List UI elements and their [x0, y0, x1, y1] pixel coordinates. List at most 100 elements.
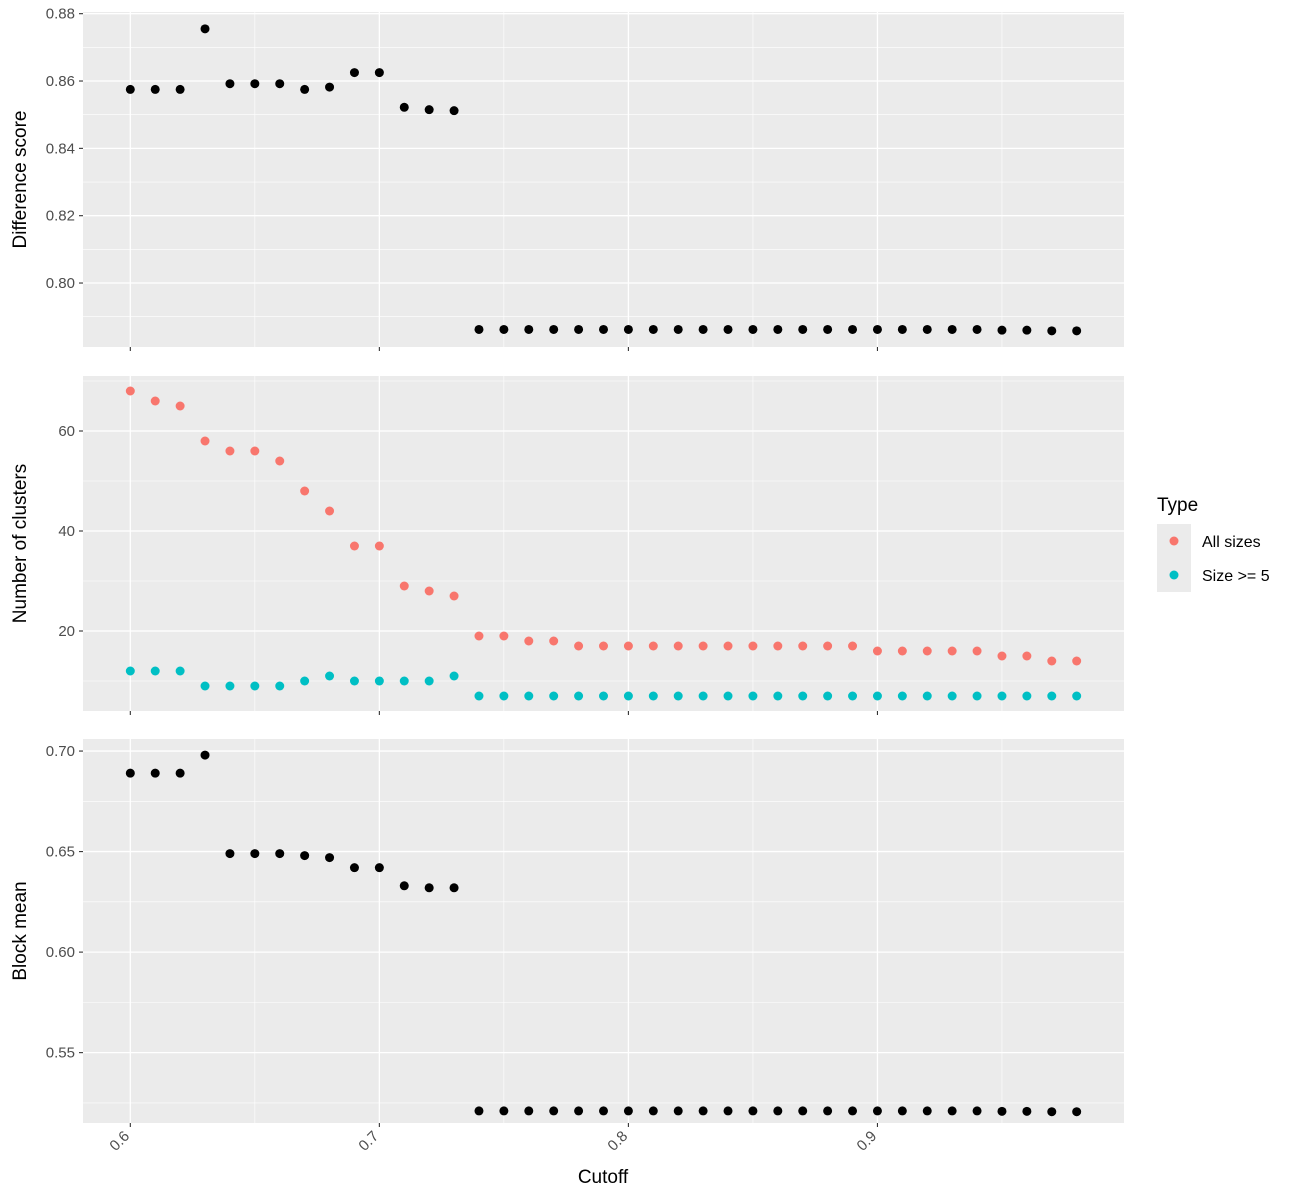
- data-point: [524, 324, 534, 334]
- data-point: [623, 691, 633, 701]
- series-size-5: [125, 666, 1082, 701]
- data-point: [325, 82, 335, 92]
- data-point: [823, 691, 833, 701]
- data-point: [773, 1106, 783, 1116]
- legend-label-all-sizes: All sizes: [1202, 534, 1261, 551]
- data-point: [424, 676, 434, 686]
- data-point: [399, 581, 409, 591]
- data-point: [300, 486, 310, 496]
- panel-background: [83, 376, 1124, 711]
- data-point: [897, 646, 907, 656]
- data-point: [225, 849, 235, 859]
- data-point: [150, 84, 160, 94]
- data-point: [399, 102, 409, 112]
- data-point: [897, 324, 907, 334]
- data-point: [200, 436, 210, 446]
- data-point: [972, 646, 982, 656]
- data-point: [599, 691, 608, 701]
- y-axis-title: Number of clusters: [10, 464, 31, 623]
- data-point: [549, 1106, 559, 1116]
- data-point: [275, 456, 285, 466]
- data-point: [997, 691, 1007, 701]
- data-point: [325, 671, 335, 681]
- data-point: [549, 324, 559, 334]
- y-tick-label: 20: [58, 623, 75, 640]
- data-point: [897, 691, 907, 701]
- data-point: [300, 84, 310, 94]
- data-point: [1022, 651, 1032, 661]
- data-point: [798, 1106, 808, 1116]
- data-point: [524, 636, 534, 646]
- data-point: [300, 851, 310, 861]
- data-point: [474, 1106, 484, 1116]
- data-point: [922, 646, 932, 656]
- panel-difference-score: 0.80 0.82 0.84 0.86 0.88 Difference score: [10, 6, 1124, 351]
- data-point: [997, 325, 1007, 335]
- data-point: [374, 676, 384, 686]
- y-tick-label: 0.65: [46, 844, 75, 861]
- y-tick-label: 0.84: [46, 140, 75, 157]
- data-point: [848, 641, 858, 651]
- data-point: [673, 641, 683, 651]
- data-point: [349, 676, 359, 686]
- chart-panels: 0.80 0.82 0.84 0.86 0.88 Difference score 20 40…: [10, 6, 1124, 1155]
- data-point: [449, 591, 459, 601]
- series-all-sizes: [125, 386, 1082, 666]
- data-point: [125, 666, 135, 676]
- data-point: [823, 324, 833, 334]
- data-point: [1072, 656, 1082, 666]
- data-point: [648, 691, 658, 701]
- data-point: [574, 641, 584, 651]
- data-point: [499, 631, 509, 641]
- data-point: [474, 631, 484, 641]
- data-point: [773, 324, 783, 334]
- data-point: [599, 324, 608, 334]
- data-point: [1022, 691, 1032, 701]
- legend-key-all-sizes: [1169, 536, 1179, 546]
- data-point: [748, 691, 758, 701]
- data-point: [698, 324, 708, 334]
- data-point: [225, 446, 235, 456]
- data-point: [823, 1106, 833, 1116]
- data-point: [250, 849, 260, 859]
- data-point: [872, 1106, 882, 1116]
- data-point: [599, 1106, 608, 1116]
- y-tick-label: 60: [58, 423, 75, 440]
- data-point: [150, 768, 160, 778]
- data-point: [848, 324, 858, 334]
- data-point: [474, 324, 484, 334]
- data-point: [125, 386, 135, 396]
- data-point: [798, 324, 808, 334]
- data-point: [449, 106, 459, 116]
- data-point: [349, 863, 359, 873]
- panel-number-of-clusters: 20 40 60 Number of clusters: [10, 376, 1124, 715]
- data-point: [947, 691, 957, 701]
- data-point: [474, 691, 484, 701]
- data-point: [150, 666, 160, 676]
- data-point: [325, 506, 335, 516]
- data-point: [947, 324, 957, 334]
- data-point: [349, 541, 359, 551]
- data-point: [947, 1106, 957, 1116]
- data-point: [200, 681, 210, 691]
- data-point: [300, 676, 310, 686]
- data-point: [549, 691, 559, 701]
- y-tick-label: 40: [58, 523, 75, 540]
- data-point: [648, 1106, 658, 1116]
- data-point: [549, 636, 559, 646]
- data-point: [574, 1106, 584, 1116]
- data-point: [748, 641, 758, 651]
- data-point: [673, 1106, 683, 1116]
- y-tick-label: 0.55: [46, 1045, 75, 1062]
- data-point: [872, 646, 882, 656]
- data-point: [848, 691, 858, 701]
- panel-block-mean: 0.55 0.60 0.65 0.70 0.6 0.7 0.8 0.9 Block mean: [10, 739, 1124, 1155]
- data-point: [1047, 656, 1057, 666]
- data-point: [748, 1106, 758, 1116]
- data-point: [200, 750, 210, 760]
- x-tick-label: 0.6: [106, 1128, 133, 1155]
- data-point: [922, 691, 932, 701]
- data-point: [922, 1106, 932, 1116]
- data-point: [623, 1106, 633, 1116]
- panel-background: [83, 739, 1124, 1123]
